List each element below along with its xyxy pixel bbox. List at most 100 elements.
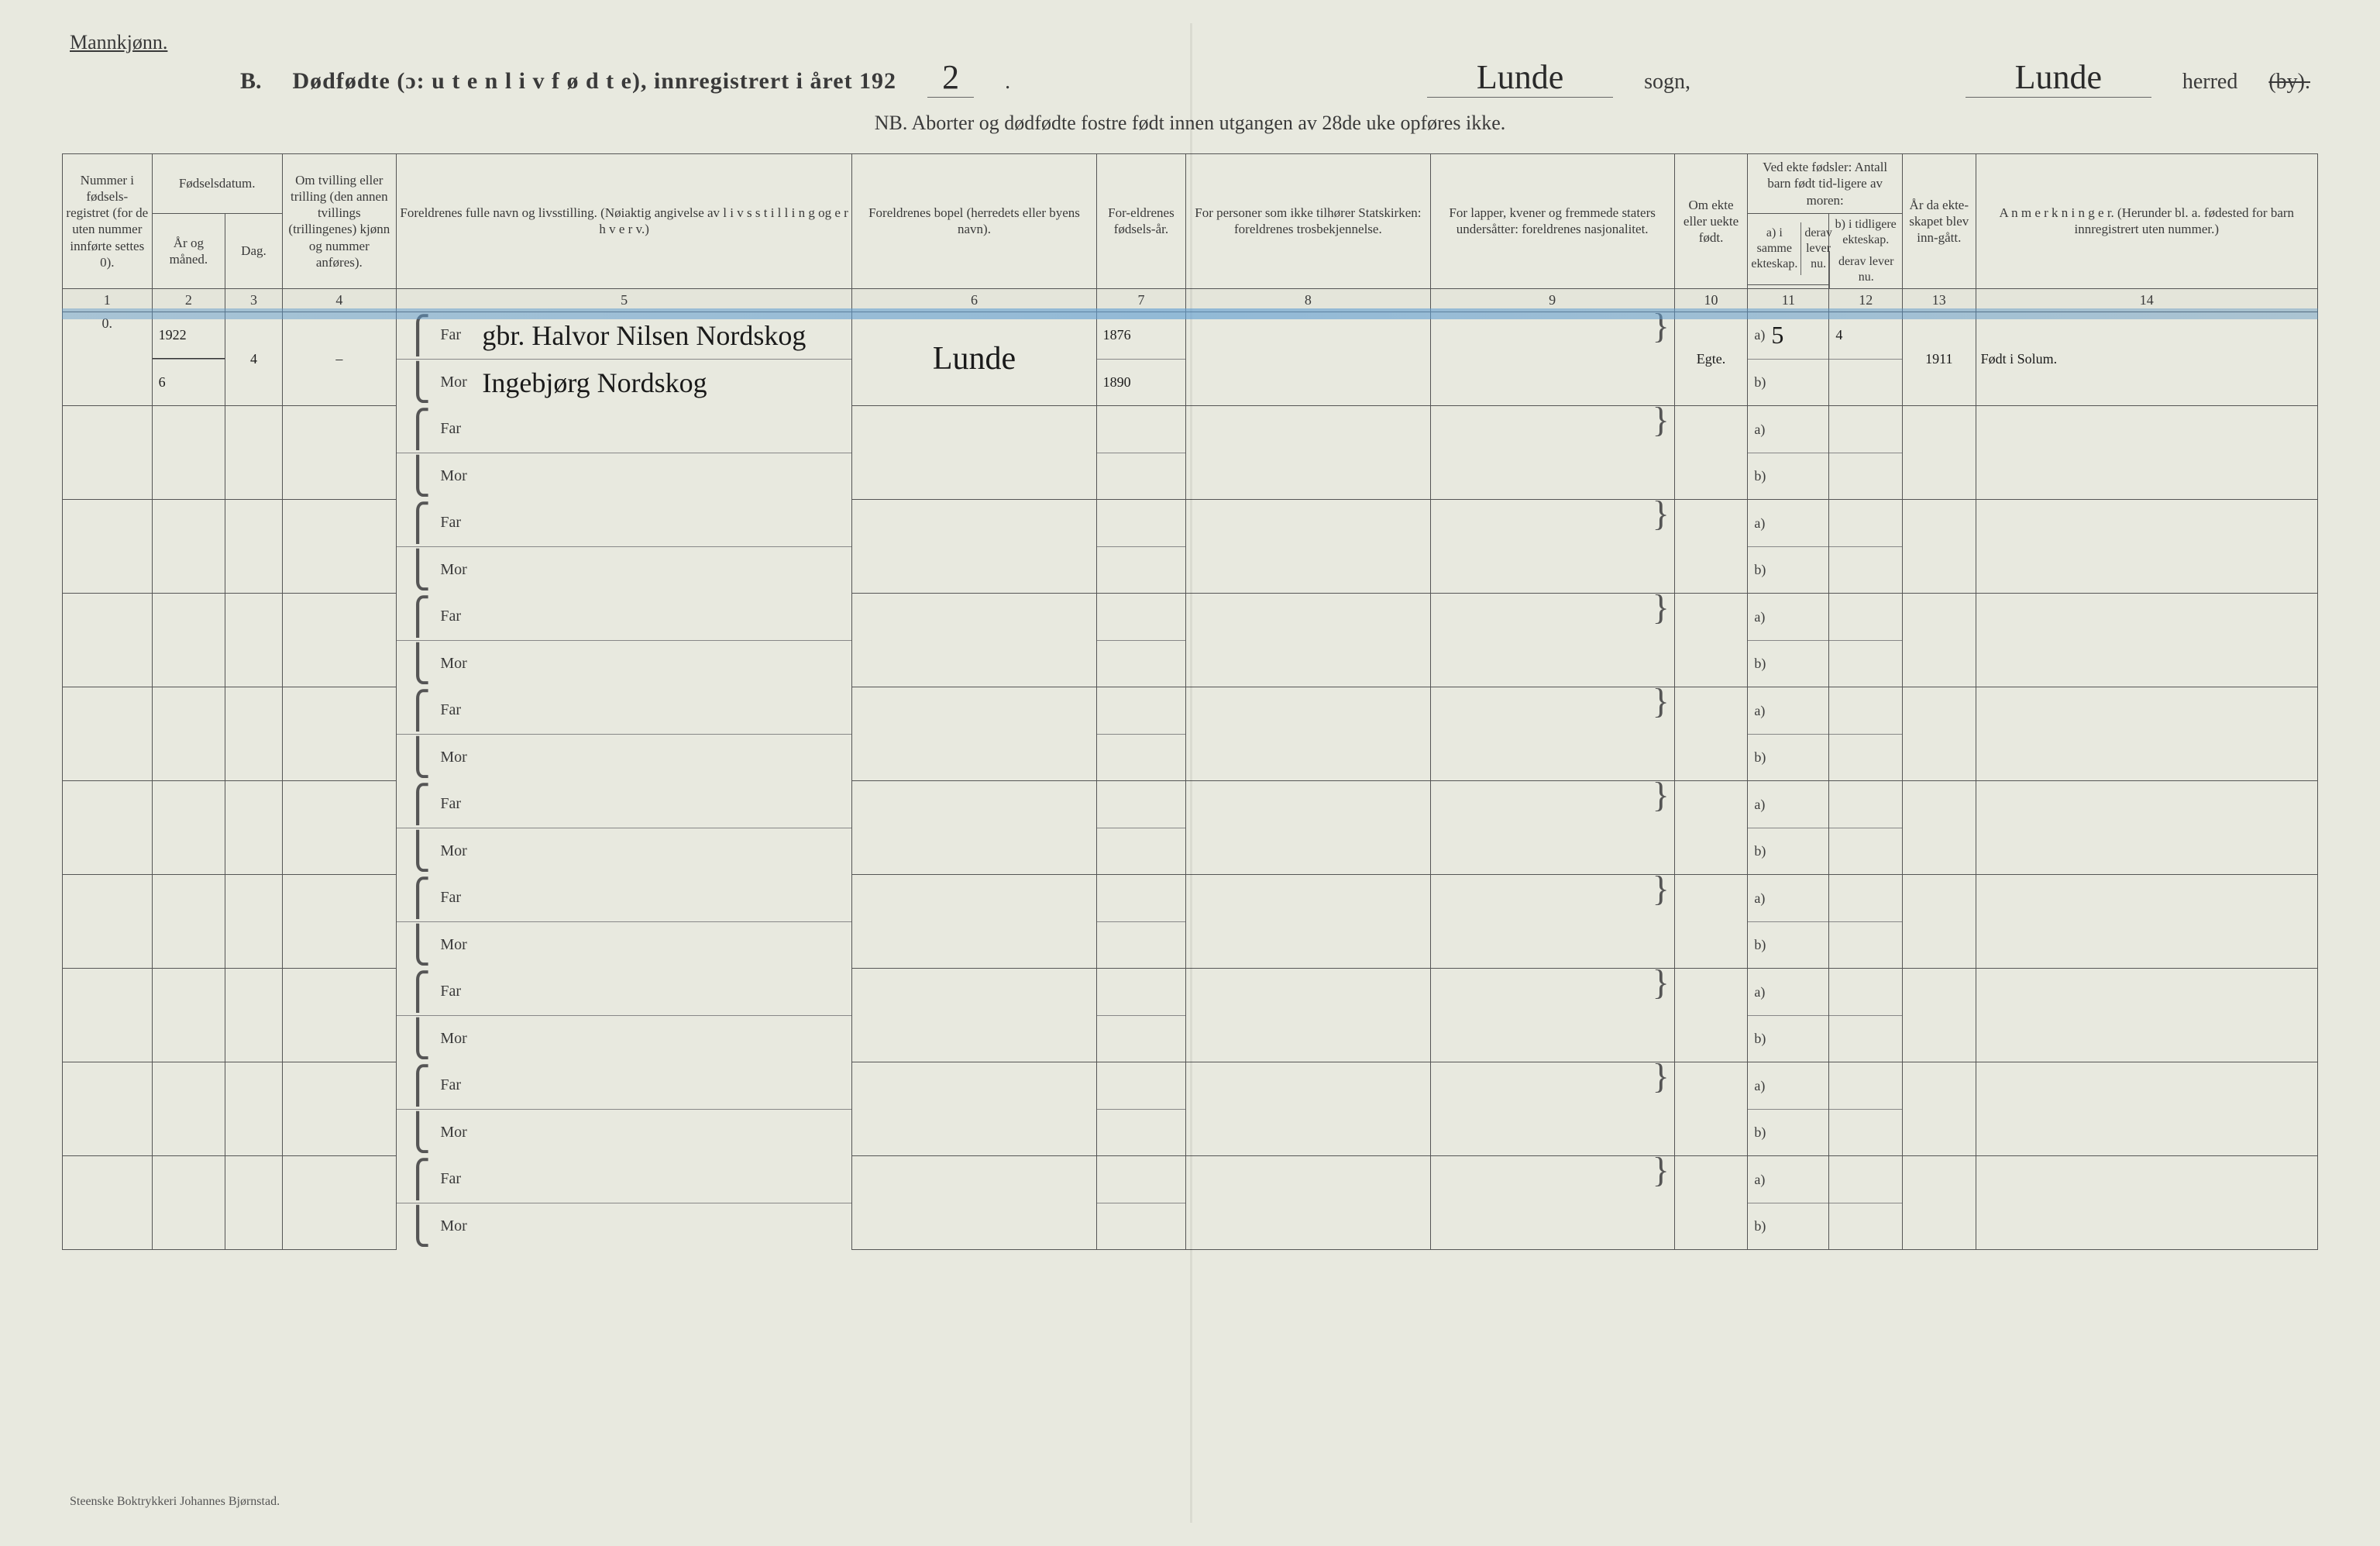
empty-ym (152, 969, 225, 1062)
row1-year-month: 1922 6 (152, 312, 225, 406)
row1-twin: – (282, 312, 396, 406)
far-label: Far (440, 514, 473, 532)
empty-nasj: } (1430, 687, 1674, 781)
empty-bopel (852, 1156, 1096, 1250)
sogn-hw: Lunde (1427, 57, 1613, 98)
mor-label: Mor (440, 1217, 473, 1235)
a-label: a) (1754, 797, 1765, 813)
empty-parents: ⎧ Far ⎩ Mor (396, 406, 852, 500)
table-row: 0. 1922 6 4 – ⎧ Far gbr. Halvor Nilsen N… (63, 312, 2318, 406)
empty-parents: ⎧ Far ⎩ Mor (396, 1156, 852, 1250)
mannkjonn-label: Mannkjønn. (70, 31, 167, 54)
empty-c12 (1829, 406, 1903, 500)
far-label: Far (440, 420, 473, 438)
table-row: ⎧ Far ⎩ Mor } a) b) (63, 781, 2318, 875)
bracket-icon: ⎧ (404, 418, 432, 440)
colnum-5: 5 (396, 288, 852, 312)
empty-c13 (1903, 687, 1976, 781)
empty-twin (282, 1156, 396, 1250)
empty-ekte (1674, 594, 1748, 687)
col-11b-label: b) i tidligere ekteskap. (1829, 214, 1902, 251)
empty-nasj: } (1430, 1062, 1674, 1156)
empty-parent-years (1096, 687, 1186, 781)
empty-c11: a) b) (1748, 875, 1829, 969)
bracket-icon: ⎧ (404, 325, 432, 346)
row1-nasj: } (1430, 312, 1674, 406)
bracket-icon: ⎩ (404, 560, 432, 581)
col-9-header: For lapper, kvener og fremmede staters u… (1430, 154, 1674, 289)
far-label: Far (440, 983, 473, 1000)
b-label: b) (1754, 374, 1766, 391)
empty-c13 (1903, 1062, 1976, 1156)
year-suffix-hw: 2 (927, 57, 974, 98)
empty-tros (1186, 1062, 1430, 1156)
row1-parents: ⎧ Far gbr. Halvor Nilsen Nordskog ⎩ Mor … (396, 312, 852, 406)
bracket-icon: } (1653, 681, 1670, 721)
table-row: ⎧ Far ⎩ Mor } a) b) (63, 406, 2318, 500)
a-label: a) (1754, 984, 1765, 1000)
sogn-label: sogn, (1644, 70, 1690, 95)
a-label: a) (1754, 422, 1765, 438)
colnum-6: 6 (852, 288, 1096, 312)
empty-anm (1976, 969, 2317, 1062)
col-7-header: For-eldrenes fødsels-år. (1096, 154, 1186, 289)
empty-tros (1186, 594, 1430, 687)
bracket-icon: } (1653, 869, 1670, 908)
empty-ekte (1674, 1062, 1748, 1156)
by-strike: (by). (2268, 70, 2310, 95)
herred-label: herred (2182, 70, 2238, 95)
colnum-1: 1 (63, 288, 153, 312)
a-label: a) (1754, 609, 1765, 625)
table-row: ⎧ Far ⎩ Mor } a) b) (63, 1156, 2318, 1250)
bracket-icon: } (1653, 1150, 1670, 1190)
empty-ym (152, 500, 225, 594)
row1-mor-name: Ingebjørg Nordskog (482, 367, 707, 399)
row1-far-year: 1876 (1097, 312, 1186, 359)
b-label: b) (1754, 843, 1766, 859)
empty-num (63, 500, 153, 594)
b-label: b) (1754, 562, 1766, 578)
col-1-header: Nummer i fødsels-registret (for de uten … (63, 154, 153, 289)
bracket-icon: } (1653, 494, 1670, 533)
mor-label: Mor (440, 374, 473, 391)
far-label: Far (440, 326, 473, 344)
bracket-icon: ⎩ (404, 935, 432, 956)
empty-tros (1186, 500, 1430, 594)
empty-anm (1976, 500, 2317, 594)
empty-anm (1976, 594, 2317, 687)
colnum-3: 3 (225, 288, 283, 312)
col-5-header: Foreldrenes fulle navn og livsstilling. … (396, 154, 852, 289)
empty-day (225, 406, 283, 500)
empty-c12 (1829, 781, 1903, 875)
col-6-header: Foreldrenes bopel (herredets eller byens… (852, 154, 1096, 289)
colnum-11: 11 (1748, 288, 1829, 312)
empty-c11: a) b) (1748, 594, 1829, 687)
empty-parent-years (1096, 875, 1186, 969)
mor-label: Mor (440, 842, 473, 860)
a-label: a) (1754, 703, 1765, 719)
empty-c13 (1903, 594, 1976, 687)
far-label: Far (440, 889, 473, 907)
bracket-icon: ⎧ (404, 887, 432, 909)
empty-nasj: } (1430, 406, 1674, 500)
empty-parent-years (1096, 1156, 1186, 1250)
b-label: b) (1754, 749, 1766, 766)
colnum-2: 2 (152, 288, 225, 312)
empty-c13 (1903, 500, 1976, 594)
empty-ym (152, 687, 225, 781)
empty-twin (282, 594, 396, 687)
empty-parent-years (1096, 1062, 1186, 1156)
empty-twin (282, 1062, 396, 1156)
col-10-header: Om ekte eller uekte født. (1674, 154, 1748, 289)
col-8-header: For personer som ikke tilhører Statskirk… (1186, 154, 1430, 289)
col-2a-header: År og måned. (152, 213, 225, 288)
colnum-12: 12 (1829, 288, 1903, 312)
row1-year: 1922 (153, 312, 225, 359)
empty-twin (282, 687, 396, 781)
empty-num (63, 969, 153, 1062)
empty-day (225, 594, 283, 687)
empty-c11: a) b) (1748, 969, 1829, 1062)
empty-c12 (1829, 594, 1903, 687)
empty-c13 (1903, 781, 1976, 875)
empty-nasj: } (1430, 500, 1674, 594)
